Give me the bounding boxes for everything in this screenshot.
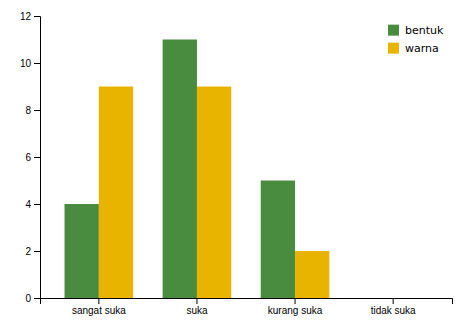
tick-mark <box>196 298 197 304</box>
tick-label: 2 <box>25 246 31 257</box>
tick-mark <box>393 298 394 304</box>
tick-mark <box>34 157 40 158</box>
bar <box>99 87 133 299</box>
tick: 0 <box>25 293 40 304</box>
tick-label: sangat suka <box>72 305 126 316</box>
axis-line <box>34 17 41 299</box>
bar <box>197 87 231 299</box>
tick-label: 6 <box>25 152 31 163</box>
tick-mark <box>34 16 40 17</box>
bar <box>65 204 99 298</box>
tick: 2 <box>25 246 40 257</box>
series <box>99 87 330 299</box>
legend-swatch <box>388 25 399 36</box>
tick: kurang suka <box>268 298 323 316</box>
tick-label: tidak suka <box>371 305 416 316</box>
legend-swatch <box>388 43 399 54</box>
tick-mark <box>34 63 40 64</box>
bar <box>261 181 295 299</box>
tick-label: 12 <box>20 11 32 22</box>
tick-label: suka <box>186 305 208 316</box>
bar <box>295 251 329 298</box>
tick-mark <box>98 298 99 304</box>
bar <box>163 40 197 299</box>
tick: 10 <box>20 58 40 69</box>
y-axis: 0 2 4 6 8 10 12 <box>20 11 41 304</box>
tick: 4 <box>25 199 40 210</box>
tick: sangat suka <box>72 298 126 316</box>
legend-label: bentuk <box>405 24 444 37</box>
tick: suka <box>186 298 208 316</box>
legend-label: warna <box>405 42 439 55</box>
tick: 12 <box>20 11 40 22</box>
tick: 8 <box>25 105 40 116</box>
tick: tidak suka <box>371 298 416 316</box>
tick-label: 0 <box>25 293 31 304</box>
legend-item: bentuk <box>388 24 444 37</box>
tick-mark <box>34 204 40 205</box>
bars <box>65 40 330 299</box>
tick-mark <box>34 110 40 111</box>
tick-label: 4 <box>25 199 31 210</box>
axis-line <box>41 299 453 305</box>
tick-mark <box>295 298 296 304</box>
bar <box>393 298 427 299</box>
tick-mark <box>34 251 40 252</box>
chart: 0 2 4 6 8 10 12 sangat suka suka kurang suka tidak… <box>0 0 468 328</box>
tick-label: 10 <box>20 58 32 69</box>
tick-label: 8 <box>25 105 31 116</box>
series <box>65 40 296 299</box>
legend: bentuk warna <box>388 24 444 55</box>
tick-mark <box>34 298 40 299</box>
x-axis: sangat suka suka kurang suka tidak suka <box>41 298 453 316</box>
tick-label: kurang suka <box>268 305 323 316</box>
legend-item: warna <box>388 42 439 55</box>
bar <box>359 298 393 299</box>
tick: 6 <box>25 152 40 163</box>
plot: 0 2 4 6 8 10 12 sangat suka suka kurang suka tidak… <box>20 11 453 316</box>
